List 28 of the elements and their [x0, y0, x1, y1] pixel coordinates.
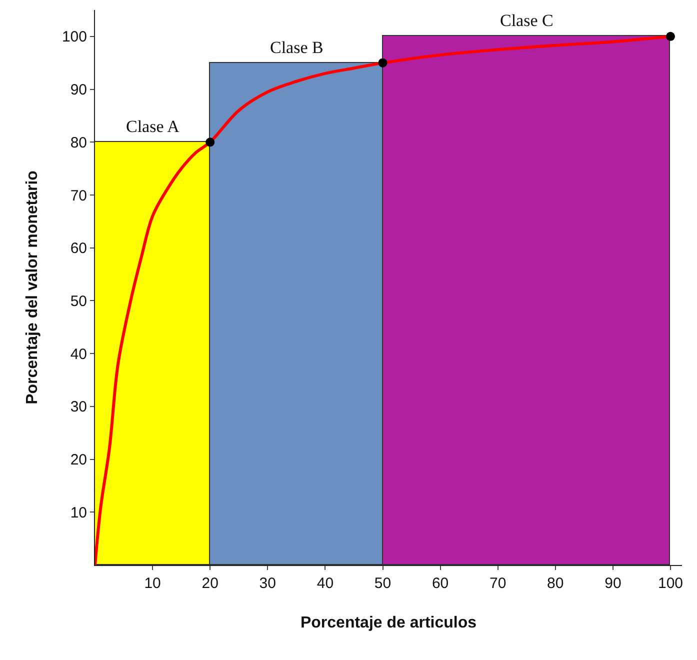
point [206, 138, 215, 147]
x-tick-label: 30 [259, 575, 276, 592]
x-tick-label: 100 [658, 575, 684, 592]
x-tick-label: 80 [547, 575, 564, 592]
y-tick-label: 50 [70, 292, 87, 310]
y-tick-label: 40 [70, 346, 87, 363]
point [378, 58, 388, 68]
annotation: Clase A [126, 117, 180, 136]
y-tick-label: 30 [70, 398, 87, 416]
x-tick-label: 90 [604, 575, 622, 592]
annotation: Clase C [500, 11, 554, 30]
y-tick-label: 10 [70, 504, 87, 522]
x-tick-label: 60 [432, 575, 449, 592]
y-tick-label: 90 [70, 82, 87, 99]
y-tick-label: 20 [70, 452, 87, 469]
y-tick-label: 70 [70, 187, 87, 204]
x-axis-title: Porcentaje de articulos [300, 614, 477, 632]
y-tick-label: 60 [70, 240, 87, 258]
x-tick-label: 50 [374, 575, 392, 592]
x-tick-label: 70 [489, 575, 506, 592]
annotation: Clase B [270, 38, 324, 57]
y-axis-title: Porcentaje del valor monetario [24, 170, 41, 404]
x-tick-label: 40 [316, 575, 334, 592]
x-tick-label: 10 [144, 575, 161, 592]
point [666, 32, 675, 41]
y-tick-label: 100 [62, 28, 87, 46]
y-tick-label: 80 [70, 134, 87, 152]
x-tick-label: 20 [202, 575, 218, 592]
